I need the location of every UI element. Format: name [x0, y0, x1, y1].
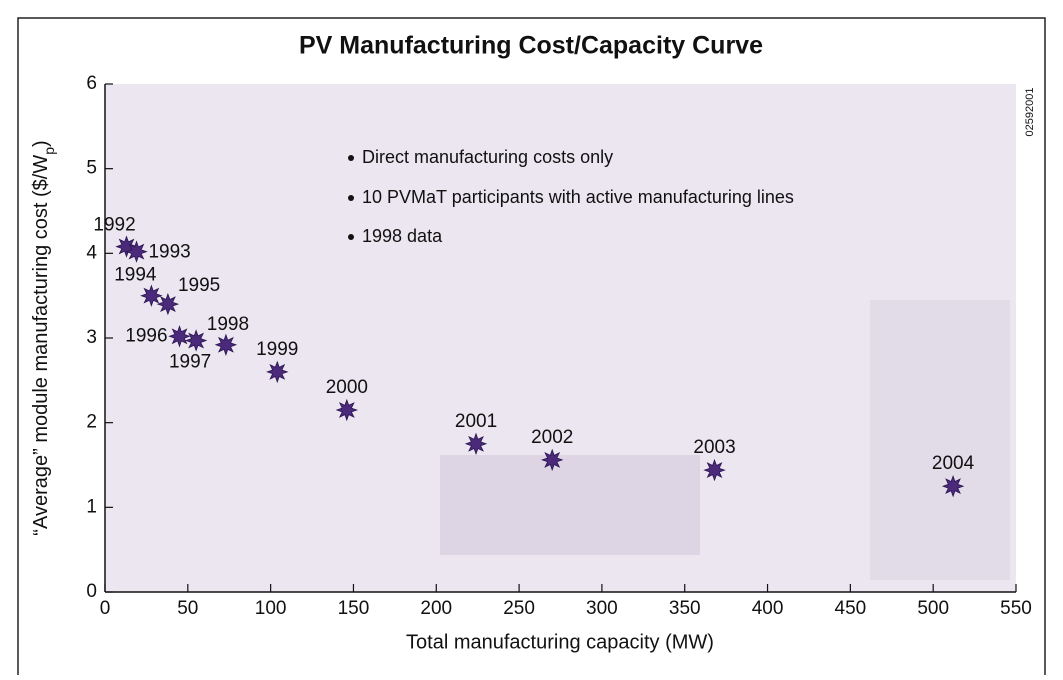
chart: PV Manufacturing Cost/Capacity Curve Tot…	[0, 0, 1063, 675]
x-tick-label: 400	[752, 598, 784, 619]
point-label: 2000	[326, 377, 368, 398]
x-tick-label: 550	[1000, 598, 1032, 619]
x-tick-label: 0	[100, 598, 111, 619]
figure-id: 02592001	[1024, 88, 1036, 137]
point	[705, 460, 725, 480]
bullet	[348, 155, 354, 161]
point	[216, 335, 236, 355]
point	[267, 362, 287, 382]
x-tick-label: 450	[835, 598, 867, 619]
point-label: 1997	[169, 352, 211, 373]
y-tick-label: 4	[86, 242, 97, 263]
bullet	[348, 195, 354, 201]
point-label: 1996	[125, 325, 167, 346]
y-tick-label: 1	[86, 496, 97, 517]
x-tick-label: 350	[669, 598, 701, 619]
point-label: 1992	[93, 215, 135, 236]
point	[170, 326, 190, 346]
x-tick-label: 50	[177, 598, 198, 619]
point-label: 1995	[178, 275, 220, 296]
annotation: 1998 data	[362, 226, 443, 246]
point-label: 2004	[932, 453, 975, 474]
point	[542, 450, 562, 470]
x-tick-label: 100	[255, 598, 287, 619]
annotation: 10 PVMaT participants with active manufa…	[362, 187, 794, 207]
point-label: 2001	[455, 411, 497, 432]
y-label-tail: )	[30, 140, 52, 147]
point	[337, 400, 357, 420]
point-label: 2003	[693, 437, 735, 458]
bullet	[348, 234, 354, 240]
point	[943, 476, 963, 496]
point-label: 1993	[148, 242, 190, 263]
point	[158, 294, 178, 314]
point-label: 1998	[207, 314, 249, 335]
y-label-sub: p	[41, 147, 57, 155]
x-tick-label: 200	[420, 598, 452, 619]
y-tick-label: 0	[86, 581, 97, 602]
photo-shade	[440, 455, 700, 555]
point	[186, 331, 206, 351]
point	[466, 434, 486, 454]
annotation: Direct manufacturing costs only	[362, 147, 613, 167]
x-tick-label: 150	[338, 598, 370, 619]
y-tick-label: 5	[86, 158, 97, 179]
point	[141, 286, 161, 306]
y-tick-label: 2	[86, 412, 97, 433]
x-tick-label: 500	[917, 598, 949, 619]
point-label: 1994	[114, 265, 157, 286]
x-axis-label: Total manufacturing capacity (MW)	[406, 631, 714, 653]
y-axis-label: “Average” module manufacturing cost ($/W…	[30, 140, 56, 535]
point-label: 1999	[256, 339, 298, 360]
x-tick-label: 300	[586, 598, 618, 619]
point	[127, 242, 147, 262]
x-tick-label: 250	[503, 598, 535, 619]
y-tick-label: 3	[86, 327, 97, 348]
y-tick-label: 6	[86, 73, 97, 94]
point-label: 2002	[531, 427, 573, 448]
photo-shade	[870, 300, 1010, 580]
y-label-text: “Average” module manufacturing cost ($/W	[30, 155, 52, 536]
chart-title: PV Manufacturing Cost/Capacity Curve	[299, 32, 763, 60]
